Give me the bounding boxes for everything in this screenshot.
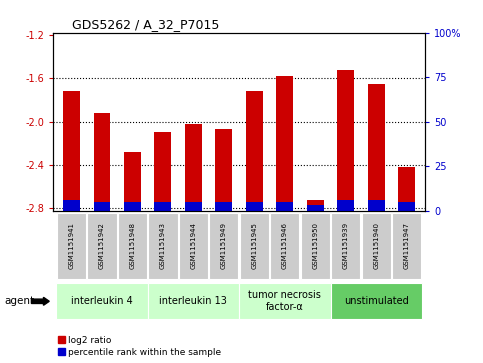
Text: GSM1151949: GSM1151949 (221, 223, 227, 269)
Bar (398, 167, 415, 211)
Bar (155, 132, 171, 211)
Bar (330, 283, 422, 319)
Bar (209, 213, 239, 279)
Text: GSM1151940: GSM1151940 (373, 223, 379, 269)
Text: GSM1151948: GSM1151948 (129, 223, 135, 269)
Bar (215, 129, 232, 211)
Text: GSM1151945: GSM1151945 (251, 223, 257, 269)
Text: GSM1151946: GSM1151946 (282, 223, 288, 269)
Bar (362, 213, 391, 279)
Text: unstimulated: unstimulated (344, 296, 409, 306)
Bar (215, 201, 232, 211)
Bar (94, 113, 110, 211)
Bar (57, 213, 86, 279)
Text: agent: agent (5, 296, 35, 306)
Bar (87, 213, 116, 279)
Text: interleukin 13: interleukin 13 (159, 296, 227, 306)
Bar (307, 200, 324, 211)
Bar (63, 91, 80, 211)
Bar (276, 76, 293, 211)
Legend: log2 ratio, percentile rank within the sample: log2 ratio, percentile rank within the s… (57, 336, 222, 357)
Bar (94, 201, 110, 211)
Text: tumor necrosis
factor-α: tumor necrosis factor-α (248, 290, 321, 312)
Bar (338, 200, 354, 211)
Bar (179, 213, 208, 279)
Bar (63, 200, 80, 211)
Text: interleukin 4: interleukin 4 (71, 296, 133, 306)
Text: GSM1151943: GSM1151943 (160, 223, 166, 269)
Text: GSM1151939: GSM1151939 (343, 223, 349, 269)
Bar (148, 283, 239, 319)
Bar (239, 283, 330, 319)
Bar (155, 201, 171, 211)
Bar (185, 124, 202, 211)
Bar (56, 283, 148, 319)
Text: GSM1151942: GSM1151942 (99, 223, 105, 269)
Text: GSM1151950: GSM1151950 (313, 223, 318, 269)
Bar (246, 201, 263, 211)
Bar (246, 91, 263, 211)
Bar (240, 213, 269, 279)
Text: GSM1151947: GSM1151947 (404, 223, 410, 269)
Bar (392, 213, 421, 279)
Bar (118, 213, 147, 279)
Text: GSM1151941: GSM1151941 (69, 223, 74, 269)
Bar (185, 201, 202, 211)
Bar (331, 213, 360, 279)
Bar (368, 200, 384, 211)
Bar (124, 152, 141, 211)
Bar (276, 201, 293, 211)
Bar (338, 70, 354, 211)
Bar (148, 213, 178, 279)
Bar (124, 201, 141, 211)
Text: GDS5262 / A_32_P7015: GDS5262 / A_32_P7015 (72, 19, 219, 32)
Bar (300, 213, 330, 279)
Bar (368, 83, 384, 211)
Bar (398, 201, 415, 211)
Bar (270, 213, 299, 279)
Text: GSM1151944: GSM1151944 (190, 223, 197, 269)
Bar (307, 205, 324, 211)
